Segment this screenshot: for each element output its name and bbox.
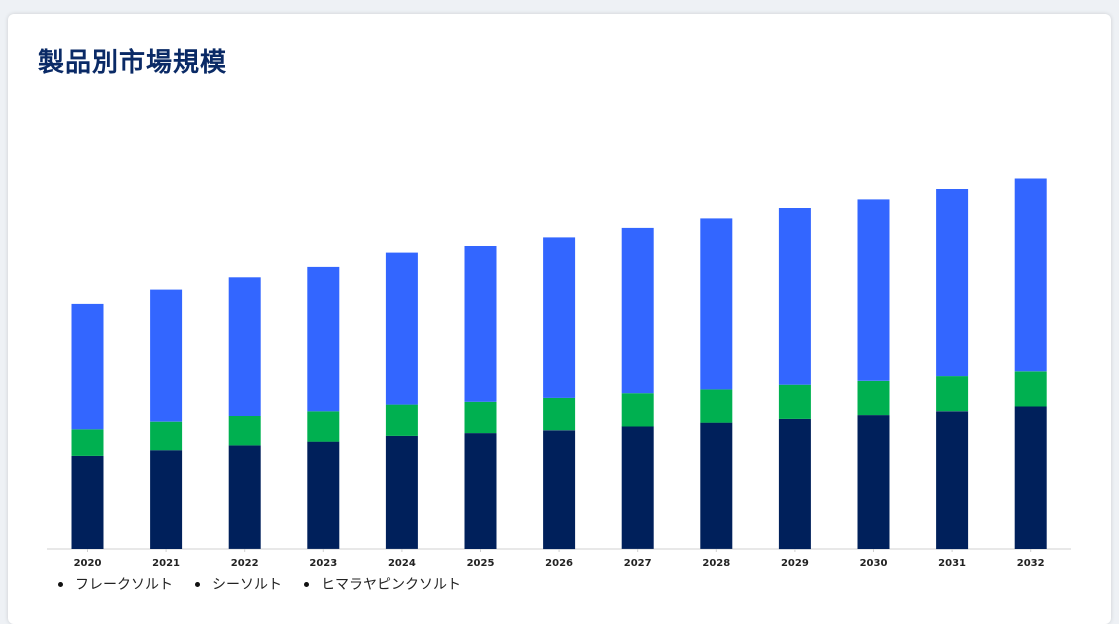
- x-tick-label: 2029: [781, 558, 809, 569]
- bar-segment-2032-0[interactable]: [1014, 406, 1047, 550]
- x-tick-label: 2021: [152, 558, 180, 569]
- legend-label: フレークソルト: [75, 577, 173, 593]
- legend-item-himalayan-pink-salt[interactable]: ヒマラヤピンクソルト: [304, 574, 461, 594]
- x-tick-label: 2031: [938, 558, 966, 569]
- bar-segment-2020-0[interactable]: [71, 455, 104, 549]
- bar-segment-2030-0[interactable]: [857, 415, 890, 549]
- bar-segment-2022-0[interactable]: [228, 445, 261, 549]
- legend-bullet-icon: [58, 581, 63, 587]
- x-tick-label: 2032: [1017, 558, 1045, 569]
- bar-segment-2020-2[interactable]: [71, 303, 104, 430]
- bar-segment-2027-1[interactable]: [621, 393, 654, 427]
- bar-segment-2031-2[interactable]: [936, 189, 969, 377]
- x-tick-label: 2027: [624, 558, 652, 569]
- x-tick-label: 2024: [388, 558, 416, 569]
- legend-item-flake-salt[interactable]: フレークソルト: [58, 574, 173, 594]
- bar-segment-2029-0[interactable]: [778, 418, 811, 550]
- bar-segment-2025-1[interactable]: [464, 401, 497, 434]
- bar-segment-2024-1[interactable]: [385, 404, 418, 436]
- bar-segment-2026-2[interactable]: [543, 237, 576, 398]
- bar-segment-2025-2[interactable]: [464, 246, 497, 402]
- bar-segment-2031-1[interactable]: [936, 376, 969, 412]
- bar-segment-2032-1[interactable]: [1014, 371, 1047, 407]
- bar-segment-2029-1[interactable]: [778, 384, 811, 419]
- bar-segment-2026-0[interactable]: [543, 430, 576, 550]
- x-tick-label: 2030: [860, 558, 888, 569]
- bar-segment-2028-0[interactable]: [700, 422, 733, 549]
- legend-label: ヒマラヤピンクソルト: [321, 577, 461, 593]
- legend-bullet-icon: [195, 581, 200, 587]
- bar-segment-2030-2[interactable]: [857, 199, 890, 381]
- bar-segment-2023-0[interactable]: [307, 441, 340, 549]
- x-tick-label: 2023: [309, 558, 337, 569]
- legend-item-sea-salt[interactable]: シーソルト: [195, 574, 282, 594]
- x-tick-label: 2028: [702, 558, 730, 569]
- bar-segment-2022-2[interactable]: [228, 277, 261, 416]
- bar-segment-2028-1[interactable]: [700, 389, 733, 423]
- legend-label: シーソルト: [212, 577, 282, 593]
- bar-segment-2021-0[interactable]: [150, 450, 183, 549]
- legend-bullet-icon: [304, 581, 309, 587]
- x-tick-label: 2020: [74, 558, 102, 569]
- bar-segment-2024-2[interactable]: [385, 252, 418, 405]
- bar-segment-2022-1[interactable]: [228, 416, 261, 446]
- bar-segment-2027-0[interactable]: [621, 426, 654, 549]
- bar-segment-2021-1[interactable]: [150, 421, 183, 451]
- x-tick-label: 2022: [231, 558, 259, 569]
- bar-segment-2024-0[interactable]: [385, 435, 418, 549]
- bar-segment-2031-0[interactable]: [936, 411, 969, 550]
- bar-segment-2023-2[interactable]: [307, 266, 340, 412]
- bar-segment-2020-1[interactable]: [71, 429, 104, 456]
- bar-segment-2032-2[interactable]: [1014, 178, 1047, 372]
- x-tick-label: 2025: [467, 558, 495, 569]
- bar-segment-2023-1[interactable]: [307, 411, 340, 442]
- bar-segment-2021-2[interactable]: [150, 289, 183, 422]
- bar-segment-2029-2[interactable]: [778, 208, 811, 385]
- bar-segment-2028-2[interactable]: [700, 218, 733, 390]
- legend: フレークソルト シーソルト ヒマラヤピンクソルト: [58, 574, 461, 594]
- bar-segment-2030-1[interactable]: [857, 380, 890, 416]
- bar-segment-2027-2[interactable]: [621, 227, 654, 394]
- x-tick-label: 2026: [545, 558, 573, 569]
- bar-segment-2025-0[interactable]: [464, 433, 497, 549]
- chart-title: 製品別市場規模: [38, 48, 228, 78]
- bar-segment-2026-1[interactable]: [543, 397, 576, 431]
